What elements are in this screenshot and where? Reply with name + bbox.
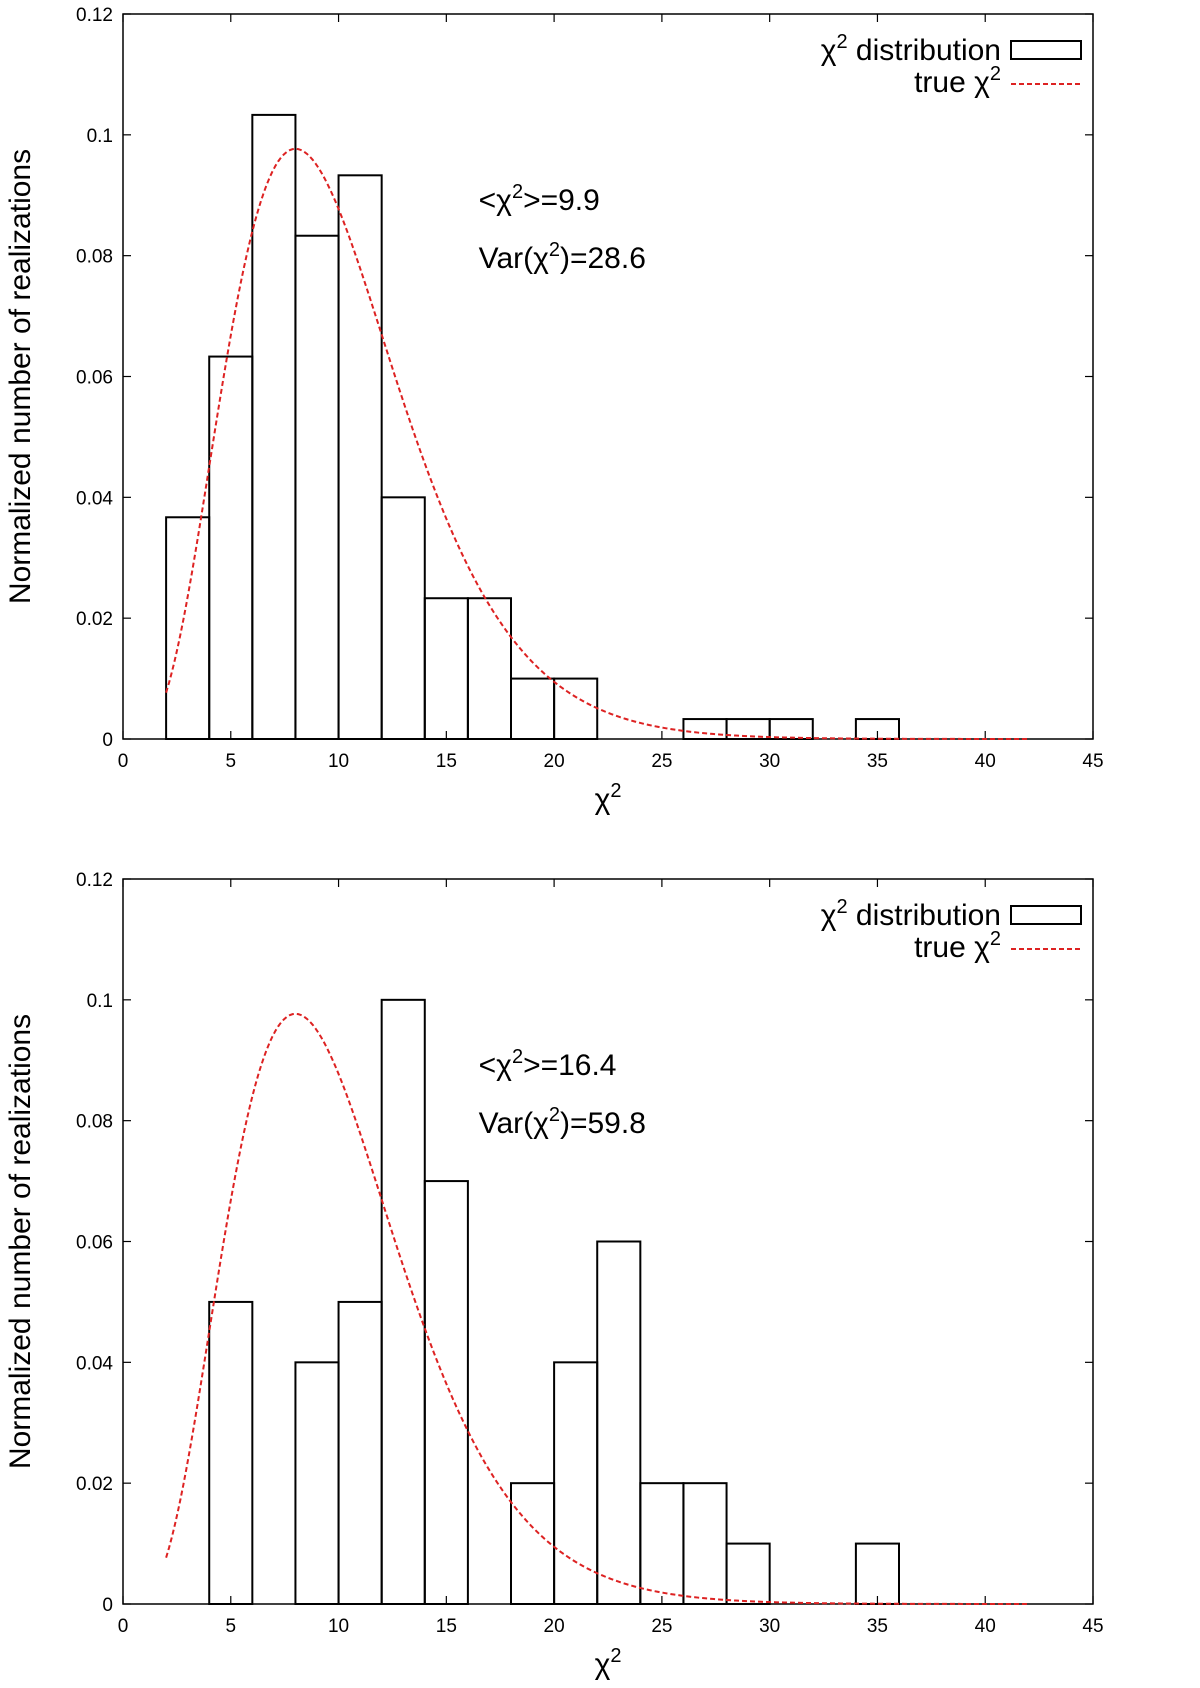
y-tick-label: 0.12: [76, 870, 113, 891]
x-tick-label: 20: [544, 1616, 565, 1637]
stat-annotation: Var(χ2)=59.8: [479, 1104, 646, 1140]
y-tick-label: 0.02: [76, 609, 113, 630]
legend-label: true χ2: [914, 928, 1001, 964]
y-tick-label: 0.1: [87, 126, 113, 147]
histogram-bar: [596, 1240, 642, 1605]
histogram-bar: [423, 1180, 469, 1606]
histogram-bar: [337, 174, 383, 740]
x-tick-label: 40: [975, 751, 996, 772]
stat-annotation: <χ2>=16.4: [479, 1046, 617, 1082]
y-tick-label: 0.12: [76, 5, 113, 26]
chart-panel-2: 0 5 10 15 20 25 30 35 40 45 0 0.02 0.04 0.06 0.08 0.1 0.…: [4, 870, 1104, 1681]
legend-label: χ2 distribution: [821, 896, 1001, 932]
histogram-bar: [768, 718, 814, 740]
y-tick-label: 0: [102, 730, 113, 751]
x-tick-label: 10: [328, 751, 349, 772]
x-tick-label: 45: [1082, 751, 1103, 772]
x-tick-label: 35: [867, 751, 888, 772]
x-tick-label: 5: [225, 751, 236, 772]
x-tick-label: 0: [118, 1616, 129, 1637]
histogram-bar: [725, 1542, 771, 1606]
y-tick-label: 0.1: [87, 991, 113, 1012]
x-tick-label: 30: [759, 1616, 780, 1637]
x-tick-label: 40: [975, 1616, 996, 1637]
x-axis-label: χ2: [595, 780, 622, 816]
x-tick-label: 0: [118, 751, 129, 772]
y-tick-label: 0.06: [76, 1233, 113, 1254]
x-tick-label: 10: [328, 1616, 349, 1637]
y-axis-label: Normalized number of realizations: [4, 149, 37, 604]
x-tick-label: 30: [759, 751, 780, 772]
x-axis-label: χ2: [595, 1645, 622, 1681]
histogram-bar: [208, 1300, 254, 1605]
y-tick-label: 0.04: [76, 1353, 113, 1374]
y-tick-label: 0.04: [76, 488, 113, 509]
y-tick-label: 0.02: [76, 1474, 113, 1495]
legend-label: true χ2: [914, 63, 1001, 99]
true-chi2-curve: [165, 1012, 1029, 1605]
y-tick-label: 0: [102, 1595, 113, 1616]
x-tick-label: 20: [544, 751, 565, 772]
legend-label: χ2 distribution: [821, 31, 1001, 67]
true-chi2-curve: [165, 147, 1029, 740]
x-tick-label: 5: [225, 1616, 236, 1637]
histogram-bar: [854, 1542, 901, 1606]
x-tick-label: 15: [436, 751, 457, 772]
histogram-bar: [854, 718, 901, 740]
x-tick-label: 35: [867, 1616, 888, 1637]
stat-annotation: Var(χ2)=28.6: [479, 239, 646, 275]
histogram-bar: [466, 597, 512, 741]
legend-swatch-histogram: [1010, 40, 1082, 60]
x-tick-label: 15: [436, 1616, 457, 1637]
legend-swatch-histogram: [1010, 905, 1082, 925]
y-tick-label: 0.06: [76, 368, 113, 389]
x-tick-label: 45: [1082, 1616, 1103, 1637]
x-tick-label: 25: [651, 751, 672, 772]
x-tick-label: 25: [651, 1616, 672, 1637]
y-axis-label: Normalized number of realizations: [4, 1014, 37, 1469]
chart-panel-1: 0 5 10 15 20 25 30 35 40 45 0 0.02 0.04 0.06 0.08 0.1 0.…: [4, 5, 1104, 816]
y-tick-label: 0.08: [76, 1112, 113, 1133]
y-tick-label: 0.08: [76, 247, 113, 268]
stat-annotation: <χ2>=9.9: [479, 181, 600, 217]
